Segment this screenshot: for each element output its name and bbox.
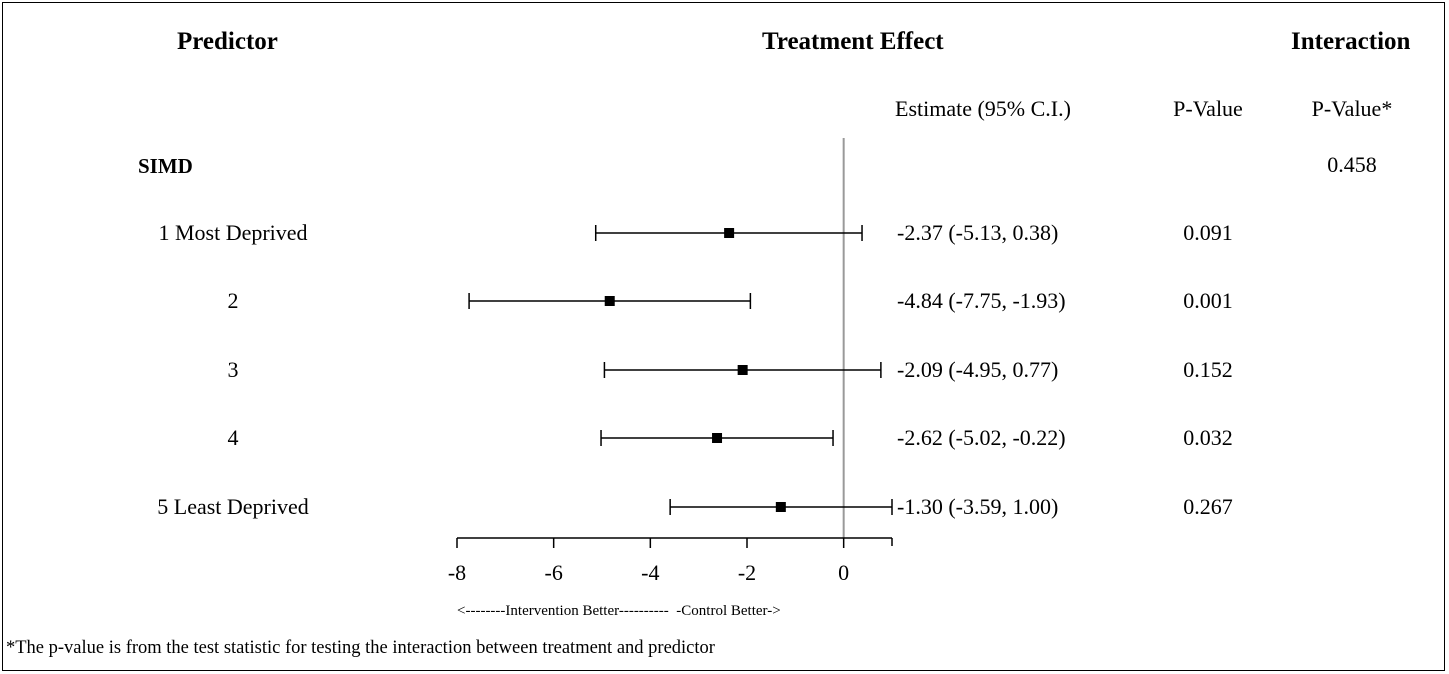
footnote: *The p-value is from the test statistic … xyxy=(6,638,715,658)
row-estimate: -2.09 (-4.95, 0.77) xyxy=(897,357,1059,382)
interaction-pvalue-column-header: P-Value* xyxy=(1311,96,1393,121)
x-tick-label: -4 xyxy=(641,560,659,585)
row-pvalue: 0.267 xyxy=(1183,494,1233,519)
row-label: 3 xyxy=(227,357,239,382)
row-estimate: -2.37 (-5.13, 0.38) xyxy=(897,220,1059,245)
row-pvalue: 0.032 xyxy=(1183,425,1233,450)
row-estimate: -1.30 (-3.59, 1.00) xyxy=(897,494,1059,519)
axis-direction-note: <--------Intervention Better---------- -… xyxy=(457,603,781,619)
point-estimate xyxy=(712,433,723,443)
x-tick-label: -2 xyxy=(738,560,756,585)
estimate-column-header: Estimate (95% C.I.) xyxy=(895,96,1071,121)
treatment-effect-header: Treatment Effect xyxy=(762,28,944,55)
row-pvalue: 0.152 xyxy=(1183,357,1233,382)
predictor-header: Predictor xyxy=(177,28,278,55)
point-estimate xyxy=(724,228,735,238)
row-label: 1 Most Deprived xyxy=(158,220,308,245)
pvalue-column-header: P-Value xyxy=(1173,96,1243,121)
row-label: 4 xyxy=(227,425,239,450)
point-estimate xyxy=(737,365,748,375)
x-tick-label: -6 xyxy=(545,560,563,585)
point-estimate xyxy=(775,502,786,512)
row-estimate: -2.62 (-5.02, -0.22) xyxy=(897,425,1066,450)
row-pvalue: 0.091 xyxy=(1183,220,1233,245)
row-pvalue: 0.001 xyxy=(1183,288,1233,313)
row-label: 5 Least Deprived xyxy=(157,494,309,519)
point-estimate xyxy=(604,296,615,306)
x-tick-label: 0 xyxy=(838,560,849,585)
row-label: 2 xyxy=(227,288,239,313)
group-interaction-pvalue: 0.458 xyxy=(1327,152,1377,177)
x-tick-label: -8 xyxy=(448,560,466,585)
group-label: SIMD xyxy=(138,154,193,178)
row-estimate: -4.84 (-7.75, -1.93) xyxy=(897,288,1066,313)
interaction-header: Interaction xyxy=(1291,28,1411,55)
